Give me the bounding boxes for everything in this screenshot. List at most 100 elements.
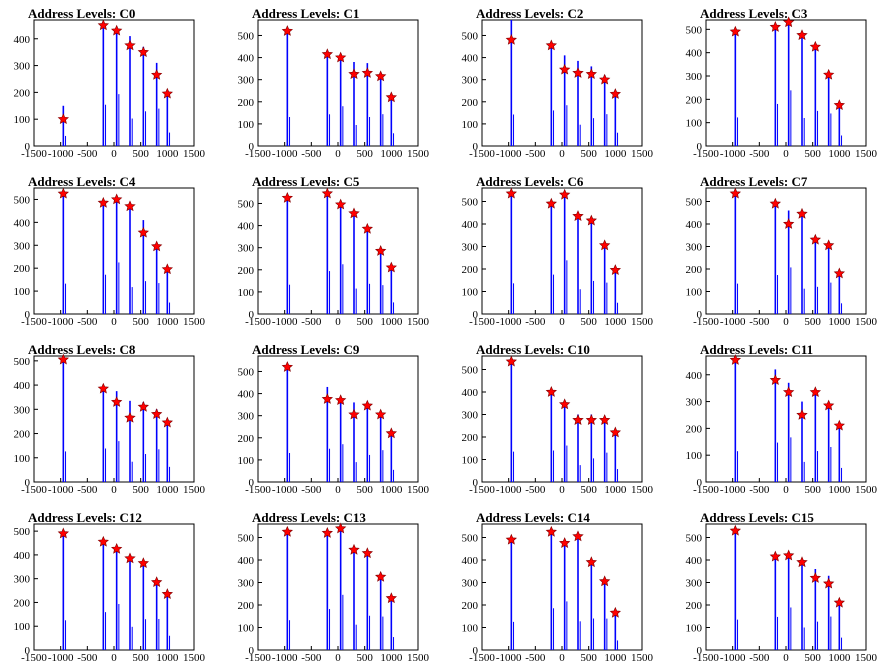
- peak-marker: [361, 222, 373, 234]
- peak-marker: [599, 414, 611, 425]
- x-tick-label: 500: [580, 148, 597, 160]
- x-tick-label: -1000: [720, 148, 746, 160]
- peak-marker: [585, 214, 597, 226]
- x-tick-label: -500: [525, 316, 546, 328]
- peak-marker: [375, 408, 387, 420]
- x-tick-label: -1000: [272, 316, 298, 328]
- x-tick-label: -500: [749, 652, 770, 664]
- x-tick-label: 0: [335, 652, 341, 664]
- peak-marker: [823, 239, 835, 251]
- x-tick-label: 0: [335, 316, 341, 328]
- peak-marker: [572, 67, 584, 78]
- chart-panel-14: Address Levels: C14 0 100 200 300 400 500 -1500…: [462, 510, 654, 664]
- peak-marker: [281, 191, 293, 203]
- y-tick-label: 200: [462, 97, 479, 109]
- x-tick-label: -1500: [245, 316, 271, 328]
- peak-marker: [161, 87, 173, 99]
- peak-marker: [823, 577, 835, 589]
- y-tick-label: 100: [462, 623, 479, 635]
- y-tick-label: 500: [462, 533, 479, 545]
- x-tick-label: -500: [301, 148, 322, 160]
- y-tick-label: 100: [238, 623, 255, 635]
- peak-marker: [97, 196, 109, 208]
- plot-frame: [705, 523, 867, 651]
- peak-marker: [97, 535, 109, 547]
- peak-marker: [385, 261, 397, 273]
- chart-title: Address Levels: C8: [28, 342, 136, 357]
- peak-marker: [572, 210, 584, 221]
- y-tick-label: 0: [473, 141, 479, 153]
- x-tick-label: 1500: [855, 316, 878, 328]
- peak-marker: [545, 525, 557, 537]
- peak-marker: [559, 188, 571, 200]
- y-tick-label: 200: [14, 597, 31, 609]
- y-tick-label: 0: [697, 309, 703, 321]
- peak-marker: [137, 226, 149, 238]
- x-tick-label: 0: [783, 652, 789, 664]
- peak-marker: [321, 187, 333, 199]
- peak-marker: [385, 427, 397, 439]
- peak-marker: [599, 73, 611, 85]
- x-tick-label: 0: [559, 148, 565, 160]
- peak-marker: [361, 67, 373, 78]
- y-tick-label: 100: [238, 455, 255, 467]
- peak-marker: [505, 533, 517, 545]
- chart-panel-6: Address Levels: C60100200300400500-1500-…: [462, 174, 654, 328]
- y-tick-label: 0: [249, 645, 255, 657]
- chart-title: Address Levels: C13: [252, 510, 366, 525]
- x-tick-label: -1500: [21, 148, 47, 160]
- peak-marker: [729, 187, 741, 199]
- peak-marker: [559, 398, 571, 410]
- y-tick-label: 100: [238, 119, 255, 131]
- peak-marker: [161, 588, 173, 599]
- peak-marker: [57, 113, 69, 125]
- peak-marker: [375, 570, 387, 582]
- y-tick-label: 500: [686, 197, 703, 209]
- peak-marker: [609, 606, 621, 618]
- x-tick-label: 1000: [156, 652, 179, 664]
- x-tick-label: -500: [525, 484, 546, 496]
- x-tick-label: -1000: [720, 316, 746, 328]
- peak-marker: [281, 525, 293, 537]
- peak-marker: [585, 414, 597, 425]
- x-tick-label: -500: [525, 148, 546, 160]
- peak-marker: [809, 233, 821, 245]
- y-tick-label: 500: [462, 365, 479, 377]
- x-tick-label: 1500: [855, 652, 878, 664]
- plot-frame: [257, 523, 419, 651]
- x-tick-label: -1000: [48, 316, 74, 328]
- x-tick-label: -1500: [693, 148, 719, 160]
- peak-marker: [161, 416, 173, 428]
- peak-marker: [137, 400, 149, 412]
- y-tick-label: 0: [25, 645, 31, 657]
- x-tick-label: 1000: [604, 148, 627, 160]
- x-tick-label: -500: [749, 484, 770, 496]
- x-tick-label: 1000: [380, 484, 403, 496]
- x-tick-label: -1000: [48, 148, 74, 160]
- peak-marker: [348, 408, 360, 420]
- chart-title: Address Levels: C9: [252, 342, 360, 357]
- chart-title: Address Levels: C11: [700, 342, 813, 357]
- peak-marker: [545, 386, 557, 397]
- y-tick-label: 200: [238, 97, 255, 109]
- peak-marker: [729, 25, 741, 37]
- y-tick-label: 100: [14, 621, 31, 633]
- x-tick-label: 500: [132, 652, 149, 664]
- y-tick-label: 400: [686, 370, 703, 382]
- y-tick-label: 300: [14, 574, 31, 586]
- peak-marker: [375, 245, 387, 256]
- x-tick-label: -500: [301, 484, 322, 496]
- y-tick-label: 200: [14, 429, 31, 441]
- peak-marker: [348, 543, 360, 555]
- x-tick-label: -500: [77, 148, 98, 160]
- x-tick-label: 1500: [631, 484, 654, 496]
- peak-marker: [348, 207, 360, 219]
- y-tick-label: 0: [249, 141, 255, 153]
- y-tick-label: 200: [686, 423, 703, 435]
- chart-panel-5: Address Levels: C50100200300400500-1500-…: [238, 174, 430, 328]
- peak-marker: [769, 550, 781, 562]
- plot-frame: [705, 19, 867, 147]
- chart-panel-3: Address Levels: C30100200300400500-1500-…: [686, 6, 878, 160]
- y-tick-label: 300: [462, 578, 479, 590]
- x-tick-label: 500: [804, 316, 821, 328]
